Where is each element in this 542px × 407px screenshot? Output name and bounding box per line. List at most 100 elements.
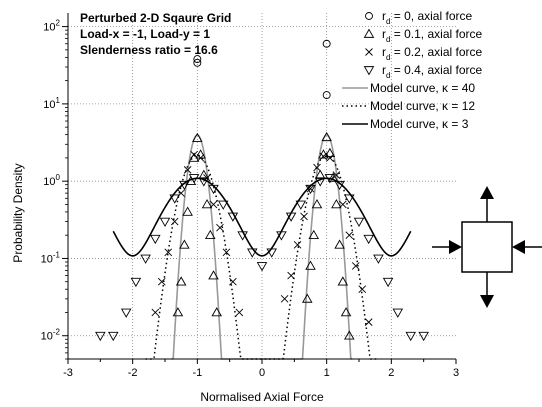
- data-point-triangle-down: [392, 308, 404, 318]
- annotation-line-3: Slenderness ratio = 16.6: [80, 43, 218, 57]
- data-point-x: [326, 154, 334, 162]
- data-point-triangle-down: [140, 254, 151, 264]
- x-tick-label: -3: [63, 367, 73, 379]
- data-point-triangle-down: [373, 254, 384, 264]
- data-point-triangle-up: [305, 260, 316, 270]
- data-point-x: [157, 277, 166, 286]
- arrow-right-in-icon: [432, 240, 462, 254]
- data-point-x: [235, 308, 244, 317]
- data-point-triangle-up: [192, 132, 203, 143]
- data-point-triangle-down: [169, 194, 180, 204]
- data-point-x: [351, 262, 360, 270]
- data-point-triangle-down: [314, 177, 326, 187]
- data-point-triangle-up: [301, 293, 313, 303]
- data-point-triangle-down: [107, 331, 119, 342]
- data-point-triangle-down: [334, 180, 345, 191]
- data-point-x: [170, 217, 179, 226]
- arrow-up-icon: [480, 186, 494, 222]
- data-point-triangle-up: [172, 307, 184, 317]
- data-point-triangle-down: [130, 277, 142, 288]
- legend-entry-label: rd = 0, axial force: [382, 9, 472, 26]
- data-point-triangle-down: [363, 234, 374, 245]
- data-point-circle: [193, 55, 202, 64]
- data-point-triangle-up: [308, 229, 320, 240]
- data-point-x: [306, 184, 315, 193]
- legend-entry-label: rd = 0.2, axial force: [382, 45, 482, 62]
- data-point-x: [287, 271, 295, 280]
- data-point-x: [358, 285, 367, 294]
- data-point-triangle-down: [353, 217, 365, 227]
- legend-marker-triangle-down: [363, 66, 375, 76]
- y-tick-label: 100: [43, 173, 60, 188]
- y-tick-label: 10-1: [41, 250, 61, 265]
- data-point-triangle-up: [331, 199, 342, 209]
- data-point-x: [229, 277, 237, 286]
- legend-entry-label: rd = 0.4, axial force: [382, 63, 482, 80]
- data-point-triangle-up: [198, 169, 210, 179]
- data-point-triangle-down: [247, 248, 258, 258]
- data-point-triangle-down: [295, 200, 307, 210]
- data-point-x: [300, 212, 308, 221]
- data-point-triangle-down: [418, 331, 429, 342]
- annotation-line-1: Perturbed 2-D Sqaure Grid: [80, 11, 231, 25]
- data-point-triangle-down: [285, 212, 297, 222]
- data-point-x: [216, 223, 224, 232]
- data-point-triangle-down: [120, 308, 132, 318]
- data-point-circle: [322, 39, 331, 48]
- data-point-triangle-down: [208, 184, 219, 195]
- data-point-x: [190, 150, 198, 159]
- data-markers: [95, 39, 429, 342]
- data-point-triangle-down: [217, 200, 229, 210]
- y-tick-label: 102: [43, 19, 60, 34]
- legend-entry-label: Model curve, κ = 40: [370, 81, 475, 95]
- x-tick-label: 0: [259, 367, 265, 379]
- data-point-x: [164, 248, 173, 257]
- data-point-x: [332, 171, 341, 179]
- data-point-triangle-down: [188, 174, 200, 184]
- data-point-triangle-up: [175, 276, 187, 286]
- y-axis-title: Probability Density: [11, 163, 25, 262]
- data-point-triangle-down: [237, 231, 248, 241]
- data-point-x: [293, 241, 302, 249]
- grid-cell-square: [461, 221, 513, 273]
- arrow-down-icon: [480, 272, 494, 308]
- legend-marker-x: [365, 48, 373, 56]
- load-diagram: [432, 186, 542, 308]
- data-point-triangle-up: [327, 172, 339, 182]
- data-point-triangle-down: [266, 248, 277, 258]
- axes: [62, 13, 457, 364]
- data-point-x: [339, 200, 347, 209]
- legend-entry-label: Model curve, κ = 12: [370, 99, 475, 113]
- data-point-triangle-down: [179, 180, 190, 191]
- data-point-circle: [322, 91, 331, 100]
- data-point-x: [222, 248, 231, 257]
- y-tick-label: 10-2: [41, 328, 61, 343]
- data-point-triangle-up: [179, 239, 190, 249]
- x-tick-label: -1: [192, 367, 202, 379]
- data-point-x: [313, 163, 321, 172]
- x-tick-label: 3: [453, 367, 459, 379]
- data-point-triangle-down: [159, 217, 171, 227]
- data-point-triangle-up: [324, 147, 336, 158]
- data-point-x: [319, 152, 328, 161]
- arrow-left-in-icon: [512, 240, 542, 254]
- data-point-triangle-up: [204, 229, 216, 240]
- x-tick-label: 2: [388, 367, 394, 379]
- model-curve-kappa-12: [145, 154, 379, 360]
- data-point-circle: [193, 58, 202, 67]
- tick-labels: -3 -2 -1 0 1 2 3 102 101 100 10-1 10-2: [41, 19, 459, 379]
- data-point-triangle-up: [211, 307, 223, 317]
- data-point-triangle-down: [198, 177, 210, 187]
- data-point-x: [345, 231, 354, 240]
- data-point-x: [151, 308, 160, 317]
- legend-entry-label: rd = 0.1, axial force: [382, 27, 482, 44]
- data-point-x: [196, 154, 205, 162]
- data-point-triangle-up: [314, 169, 326, 179]
- data-point-triangle-down: [305, 184, 316, 195]
- data-point-x: [364, 318, 373, 326]
- data-point-triangle-up: [208, 270, 219, 280]
- data-point-triangle-up: [311, 199, 323, 209]
